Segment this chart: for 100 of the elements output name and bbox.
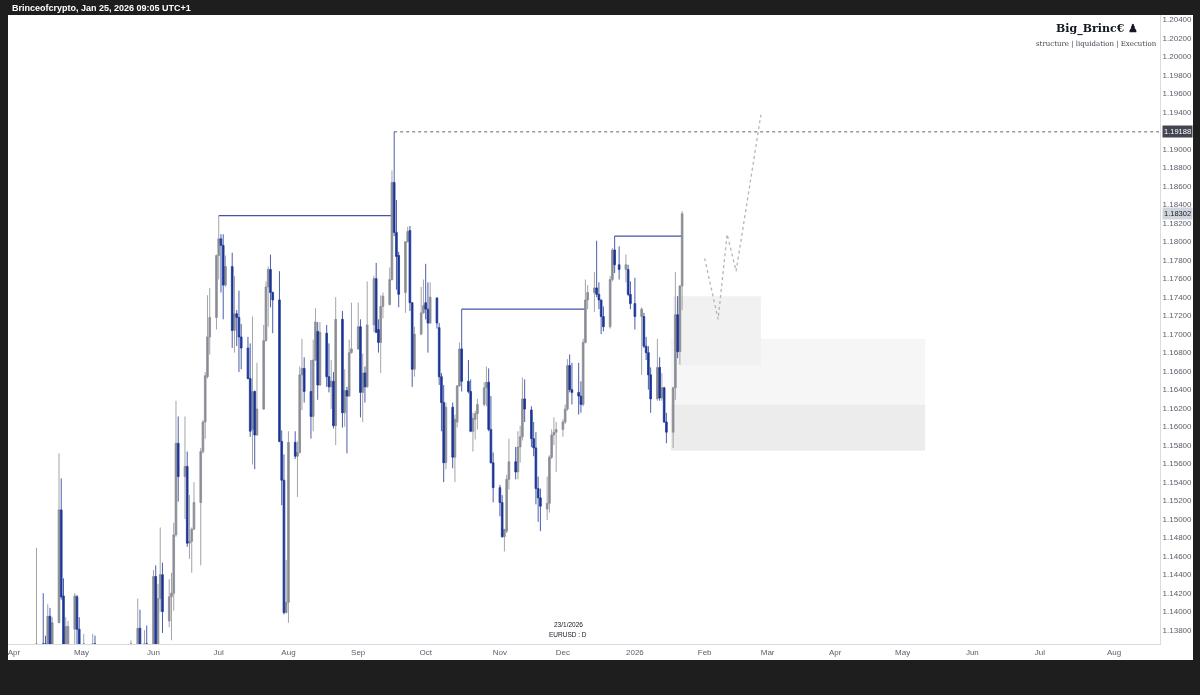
x-tick-label: Apr [828, 647, 842, 657]
line-series [703, 114, 762, 320]
candlestick [143, 629, 146, 644]
candlestick [444, 402, 448, 470]
y-tick-label: 1.15400 [1162, 477, 1193, 487]
x-tick-label: Jul [213, 647, 225, 657]
candlestick [64, 616, 67, 644]
x-tick-label: Apr [7, 647, 21, 657]
candlestick [138, 609, 142, 644]
y-tick-label: 1.16200 [1162, 403, 1193, 413]
candlestick [577, 362, 580, 415]
y-tick-label: 1.16800 [1162, 348, 1193, 358]
y-tick-label: 1.19400 [1162, 107, 1193, 117]
candlestick [451, 402, 454, 469]
candlestick [136, 598, 139, 644]
x-tick-label: Sep [351, 647, 366, 657]
candlestick [35, 547, 38, 644]
candlestick [332, 371, 335, 429]
candlestick [365, 281, 369, 389]
candlestick [302, 356, 306, 403]
candlestick [309, 359, 313, 440]
candlestick [660, 372, 664, 402]
y-tick-label: 1.16400 [1162, 385, 1193, 395]
y-tick-label: 1.18600 [1162, 181, 1193, 191]
x-tick-label: Aug [281, 647, 296, 657]
candlestick [82, 633, 85, 644]
annotation: Big_Brinc€ ♟ [1056, 22, 1139, 36]
candlestick [656, 338, 659, 402]
x-tick-label: Oct [419, 647, 433, 657]
y-tick-label: 1.18800 [1162, 163, 1193, 173]
candlestick [554, 421, 558, 473]
candlestick [334, 296, 337, 446]
candlestick [372, 275, 376, 333]
candlestick [485, 366, 488, 407]
y-tick-label: 1.15200 [1162, 496, 1193, 506]
candlestick [523, 379, 526, 423]
x-tick-label: Dec [555, 647, 571, 657]
candlestick [325, 324, 328, 388]
y-tick-label: 1.15800 [1162, 440, 1193, 450]
y-tick-label: 1.14600 [1162, 551, 1193, 561]
x-tick-label: Aug [1106, 647, 1122, 657]
candlestick [145, 625, 148, 644]
y-tick-label: 1.18400 [1162, 200, 1193, 210]
candlestick [624, 254, 628, 283]
text: Brinceofcrypto, Jan 25, 2026 09:05 UTC+1 [12, 3, 191, 13]
y-tick-label: 1.19000 [1162, 144, 1193, 154]
candlestick [185, 451, 189, 548]
x-tick-label: 2026 [626, 647, 645, 657]
candlestick [343, 368, 346, 428]
y-tick-label: 1.17800 [1162, 255, 1193, 265]
y-tick-label: 1.13800 [1162, 625, 1193, 635]
x-tick-label: May [73, 647, 90, 657]
candlestick [91, 633, 94, 644]
y-tick-label: 1.15000 [1162, 514, 1193, 524]
y-tick-label: 1.16000 [1162, 422, 1193, 432]
candlestick [658, 356, 661, 402]
candlestick [359, 318, 362, 418]
y-tick-label: 1.17600 [1162, 274, 1193, 284]
candlestick [230, 252, 234, 349]
x-tick-label: Feb [697, 647, 713, 657]
candlestick [617, 245, 621, 280]
candlestick [428, 281, 432, 325]
candlestick [66, 620, 70, 644]
candlestick [183, 416, 187, 520]
y-tick-label: 1.14000 [1162, 607, 1193, 617]
y-tick-label: 1.20200 [1162, 33, 1193, 43]
candlestick [613, 235, 616, 274]
candlestick [48, 607, 52, 644]
candlestick [514, 446, 517, 480]
candlestick [676, 295, 679, 359]
x-tick-label: Nov [492, 647, 508, 657]
y-tick-label: 1.14800 [1162, 533, 1193, 543]
y-tick-label: 1.20400 [1162, 15, 1193, 25]
y-tick-label: 1.19600 [1162, 89, 1193, 99]
candlestick [361, 353, 364, 423]
candlestick [516, 430, 520, 480]
candlestick [316, 321, 319, 401]
candlestick [633, 277, 637, 330]
y-tick-label: 1.17000 [1162, 329, 1193, 339]
y-tick-label: 1.17200 [1162, 311, 1193, 321]
candlestick [129, 639, 133, 644]
y-tick-label: 1.16600 [1162, 366, 1193, 376]
candlestick [329, 359, 333, 410]
candlestick [640, 306, 643, 376]
candlestick [293, 430, 297, 460]
candlestick [413, 326, 416, 378]
y-tick-label: 1.15600 [1162, 459, 1193, 469]
candlestick [237, 290, 241, 373]
candlestick [356, 302, 360, 351]
candlestick [251, 316, 254, 465]
candlestick [224, 255, 227, 288]
candlestick [287, 430, 290, 624]
candlestick [255, 362, 259, 437]
x-tick-label: Mar [760, 647, 775, 657]
candlestick [51, 616, 54, 644]
y-tick-label: 1.14400 [1162, 570, 1193, 580]
y-tick-label: 1.18000 [1162, 237, 1193, 247]
x-tick-label: May [895, 647, 911, 657]
x-tick-label: Jul [1034, 647, 1046, 657]
y-tick-label: 1.19800 [1162, 70, 1193, 80]
